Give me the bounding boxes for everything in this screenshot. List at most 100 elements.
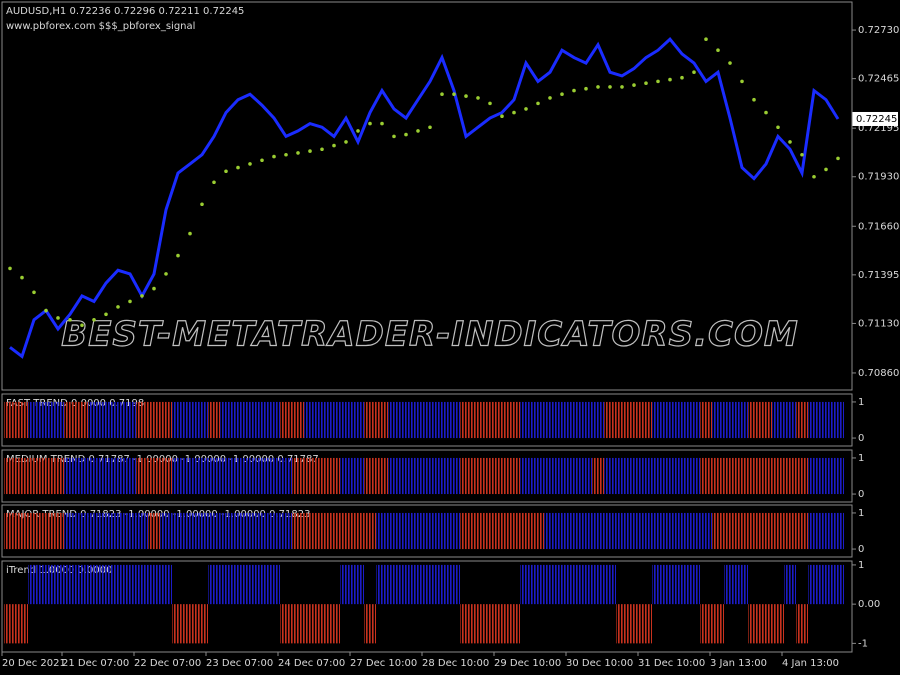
trend-bar xyxy=(244,457,256,495)
trend-dot xyxy=(56,316,60,320)
trend-bar xyxy=(112,564,124,605)
trend-bar xyxy=(460,401,472,439)
trend-bar xyxy=(112,457,124,495)
trend-dot xyxy=(524,107,528,111)
x-tick-label: 29 Dec 10:00 xyxy=(494,658,561,669)
trend-bar xyxy=(328,512,340,550)
trend-dot xyxy=(68,317,72,322)
trend-bar xyxy=(484,512,496,550)
last-price-box xyxy=(852,111,898,126)
trend-bar xyxy=(436,457,448,495)
trend-bar xyxy=(100,457,112,495)
trend-bar xyxy=(712,512,724,550)
trend-bar xyxy=(88,564,100,605)
trend-bar xyxy=(136,401,148,439)
trend-bar xyxy=(664,512,676,550)
trend-bar xyxy=(472,457,484,495)
trend-bar xyxy=(808,457,820,495)
trend-dot xyxy=(224,169,228,174)
trend-bar xyxy=(208,457,220,495)
trend-bar xyxy=(508,604,520,644)
trend-bar xyxy=(388,564,400,605)
trend-bar xyxy=(208,401,220,439)
trend-dot xyxy=(380,121,384,126)
trend-bar xyxy=(508,401,520,439)
trend-bar xyxy=(652,457,664,495)
trend-dot xyxy=(44,308,48,313)
trend-bar xyxy=(544,457,556,495)
trend-bar xyxy=(700,457,712,495)
trend-bar xyxy=(4,512,16,550)
trend-dot xyxy=(680,75,684,80)
trend-dot xyxy=(476,96,480,100)
panel-frame xyxy=(1,504,853,558)
y-tick-label: 0.72730 xyxy=(858,25,899,36)
trend-bar xyxy=(220,564,232,605)
trend-bar xyxy=(136,457,148,495)
trend-bar xyxy=(88,401,100,439)
trend-bar xyxy=(148,401,160,439)
trend-dot xyxy=(8,266,12,271)
trend-bar xyxy=(688,401,700,439)
trend-bar xyxy=(772,604,784,644)
trend-bar xyxy=(460,604,472,644)
trend-bar xyxy=(256,564,268,605)
trend-bar xyxy=(244,512,256,550)
trend-bar xyxy=(724,512,736,550)
trend-dot xyxy=(116,305,120,309)
trend-bar xyxy=(640,457,652,495)
trend-bar xyxy=(676,401,688,439)
trend-dot xyxy=(500,114,504,119)
trend-bar xyxy=(472,604,484,644)
trend-bar xyxy=(88,512,100,550)
trend-bar xyxy=(664,457,676,495)
trend-bar xyxy=(160,512,172,550)
trend-bar xyxy=(808,401,820,439)
trend-dot xyxy=(464,94,468,98)
trend-bar xyxy=(220,401,232,439)
trend-bar xyxy=(712,401,724,439)
trend-dot xyxy=(548,96,552,100)
trend-bar xyxy=(736,457,748,495)
trend-bar xyxy=(184,457,196,495)
trend-bar xyxy=(352,457,364,495)
trend-bar xyxy=(124,564,136,605)
trend-bar xyxy=(436,401,448,439)
trend-bar xyxy=(328,401,340,439)
trend-bar xyxy=(544,512,556,550)
trend-bar xyxy=(196,604,208,644)
trend-bar xyxy=(556,512,568,550)
trend-bar xyxy=(760,401,772,439)
trend-bar xyxy=(736,512,748,550)
trend-dot xyxy=(356,129,360,133)
trend-bar xyxy=(208,512,220,550)
trend-bar xyxy=(448,457,460,495)
trend-bar xyxy=(304,457,316,495)
trend-bar xyxy=(40,512,52,550)
trend-bar xyxy=(700,604,712,644)
trend-bar xyxy=(568,564,580,605)
trend-bar xyxy=(616,457,628,495)
trend-bar xyxy=(268,457,280,495)
x-tick-label: 23 Dec 07:00 xyxy=(206,658,273,669)
trend-bar xyxy=(532,564,544,605)
trend-bar xyxy=(280,604,292,644)
y-tick-label: 0.70860 xyxy=(858,368,899,379)
trend-bar xyxy=(544,401,556,439)
trend-bar xyxy=(364,457,376,495)
trend-bar xyxy=(256,401,268,439)
trend-dot xyxy=(92,317,96,322)
trend-bar xyxy=(184,604,196,644)
trend-bar xyxy=(388,401,400,439)
trend-bar xyxy=(112,401,124,439)
trend-bar xyxy=(424,401,436,439)
trend-bar xyxy=(736,564,748,605)
trend-bar xyxy=(340,401,352,439)
trend-bar xyxy=(280,401,292,439)
trend-bar xyxy=(292,401,304,439)
trend-bar xyxy=(712,604,724,644)
y-tick-label: 0.72465 xyxy=(858,74,899,85)
trend-bar xyxy=(496,457,508,495)
trend-bar xyxy=(268,401,280,439)
trend-bar xyxy=(28,401,40,439)
